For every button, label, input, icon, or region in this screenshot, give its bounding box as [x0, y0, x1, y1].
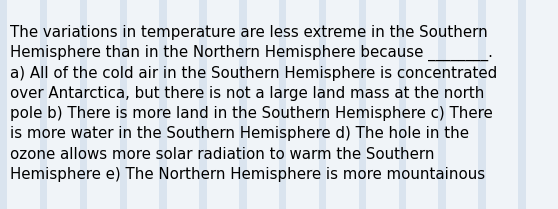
Bar — [439, 0, 446, 209]
Bar — [478, 0, 485, 209]
Bar — [199, 0, 206, 209]
Bar — [359, 0, 366, 209]
Bar — [319, 0, 326, 209]
Bar — [40, 0, 47, 209]
Bar — [398, 0, 406, 209]
Bar — [279, 0, 286, 209]
Bar — [160, 0, 167, 209]
Bar — [239, 0, 247, 209]
Bar — [80, 0, 87, 209]
Text: The variations in temperature are less extreme in the Southern
Hemisphere than i: The variations in temperature are less e… — [10, 25, 497, 182]
Bar — [518, 0, 526, 209]
Bar — [0, 0, 7, 209]
Bar — [119, 0, 127, 209]
